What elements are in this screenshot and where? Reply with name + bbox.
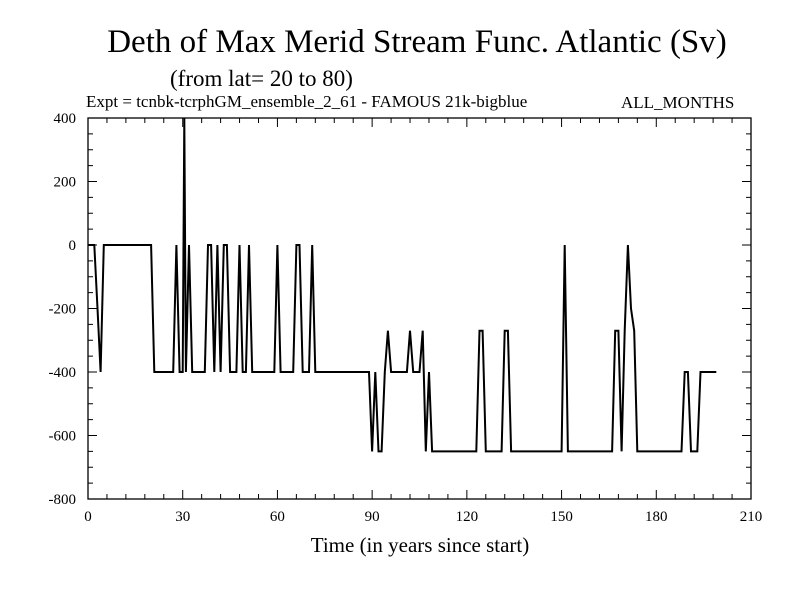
tick-labels: 0 30 60 90 120 150 180 210 400 200 0 -200 -400 -600 -8… [49,111,763,525]
y-tick-label: -200 [49,302,77,318]
x-axis-title: Time (in years since start) [311,533,530,557]
y-tick-label: -400 [49,365,77,381]
x-tick-label: 120 [456,509,479,525]
x-tick-label: 60 [270,509,285,525]
y-tick-label: 200 [54,175,77,191]
x-tick-label: 30 [175,509,190,525]
y-tick-label: 0 [69,238,77,254]
months-label: ALL_MONTHS [621,93,735,112]
y-tick-label: -600 [49,429,77,445]
y-tick-label: 400 [54,111,77,127]
x-tick-label: 180 [645,509,668,525]
x-tick-label: 150 [550,509,573,525]
x-tick-label: 210 [740,509,763,525]
x-tick-label: 0 [84,509,92,525]
experiment-label: Expt = tcnbk-tcrphGM_ensemble_2_61 - FAM… [86,92,528,111]
chart-subtitle: (from lat= 20 to 80) [170,66,353,91]
axis-ticks [87,117,752,500]
x-tick-label: 90 [365,509,380,525]
y-tick-label: -800 [49,492,77,508]
series-line [88,117,717,453]
chart-title: Deth of Max Merid Stream Func. Atlantic … [107,24,727,60]
